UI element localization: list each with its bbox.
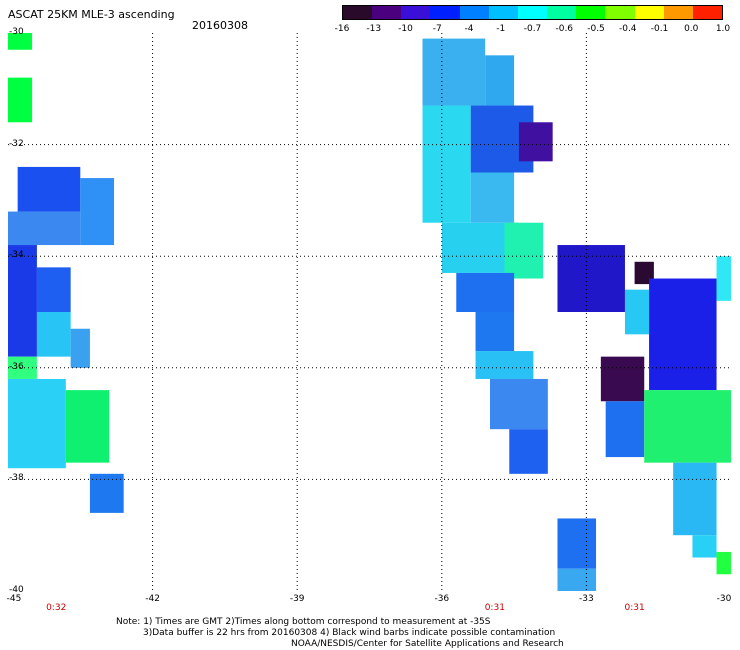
colorbar-label: -10 [398, 24, 413, 34]
colorbar-swatch [430, 6, 460, 19]
colorbar-swatch [459, 6, 489, 19]
wind-swath-cell [89, 473, 124, 513]
wind-swath-cell [8, 356, 37, 379]
wind-swath-cell [557, 245, 625, 312]
wind-swath-cell [509, 429, 548, 474]
wind-swath-cell [600, 356, 645, 402]
wind-swath-cell [475, 351, 534, 379]
colorbar-label: -0.6 [555, 24, 574, 34]
x-axis-label: -30 [716, 594, 732, 604]
colorbar-swatch [343, 6, 373, 19]
colorbar-swatch [547, 6, 577, 19]
colorbar-label: -4 [464, 24, 474, 34]
colorbar-label: -16 [334, 24, 350, 34]
colorbar-labels: -16 -13 -10 -7 -4 -1 -0.7 -0.6 -0.5 -0.4 -0.1 0.0 1.… [335, 24, 731, 38]
colorbar [342, 5, 723, 20]
wind-swath-cell [504, 222, 544, 279]
wind-swath-cell [475, 312, 515, 352]
colorbar-swatch [488, 6, 518, 19]
wind-swath-cell [422, 38, 486, 106]
colorbar-label: -0.4 [618, 24, 637, 34]
colorbar-label: -7 [432, 24, 442, 34]
colorbar-label: -0.1 [650, 24, 669, 34]
wind-swath-cell [456, 272, 515, 312]
wind-swath-cell [557, 568, 597, 591]
x-axis-label: -39 [289, 594, 305, 604]
wind-swath-cell [36, 267, 71, 312]
colorbar-swatch [634, 6, 664, 19]
wind-swath-cell [17, 166, 81, 212]
wind-swath-cell [36, 312, 71, 357]
colorbar-label: -1 [496, 24, 506, 34]
colorbar-label: 1.0 [715, 24, 731, 34]
wind-swath-cell [65, 390, 110, 463]
wind-swath-cell [422, 105, 471, 223]
wind-swath-cell [605, 401, 645, 458]
swath-layer [8, 33, 731, 591]
map-title: ASCAT 25KM MLE-3 ascending [8, 8, 175, 21]
wind-swath-cell [470, 172, 515, 223]
time-label: 0:32 [46, 603, 67, 613]
wind-swath-cell [80, 178, 115, 246]
wind-swath-cell [649, 278, 717, 391]
wind-swath-cell [518, 122, 553, 162]
colorbar-swatch [517, 6, 548, 19]
wind-swath-cell [692, 535, 717, 558]
wind-swath-cell [8, 211, 81, 246]
credit-line: NOAA/NESDIS/Center for Satellite Applica… [291, 639, 564, 649]
y-axis-label: -34 [9, 250, 24, 261]
x-axis-label: -45 [6, 594, 22, 604]
colorbar-swatch [663, 6, 693, 19]
wind-swath-cell [8, 77, 33, 123]
wind-swath-cell [70, 328, 90, 368]
y-axis-label: -40 [9, 585, 24, 595]
wind-swath-cell [624, 289, 650, 335]
time-label: 0:31 [484, 603, 505, 613]
x-axis-label: -42 [145, 594, 160, 604]
wind-swath-cell [644, 390, 731, 463]
y-axis-label: -30 [9, 27, 24, 37]
colorbar-label: 0.0 [684, 24, 699, 34]
colorbar-swatch [605, 6, 635, 19]
wind-swath-cell [716, 551, 731, 575]
wind-swath-cell [557, 518, 597, 569]
note-line-1: Note: 1) Times are GMT 2)Times along bot… [116, 617, 491, 627]
y-axis-label: -36 [9, 361, 24, 372]
wind-swath-cell [485, 55, 515, 106]
time-label: 0:31 [624, 603, 645, 613]
grid-layer [8, 33, 731, 591]
note-line-2: 3)Data buffer is 22 hrs from 20160308 4)… [143, 628, 556, 638]
colorbar-swatch [576, 6, 606, 19]
colorbar-swatch [692, 6, 723, 19]
wind-swath-cell [8, 33, 33, 50]
wind-swath-cell [716, 256, 731, 301]
wind-swath-cell [490, 378, 548, 430]
colorbar-swatch [372, 6, 402, 19]
map-date: 20160308 [192, 19, 248, 32]
wind-swath-cell [8, 245, 37, 357]
map-area [8, 33, 731, 591]
colorbar-label: -0.7 [523, 24, 542, 34]
colorbar-label: -0.5 [587, 24, 605, 34]
colorbar-swatch [401, 6, 431, 19]
y-axis-label: -32 [9, 138, 24, 149]
wind-swath-cell [673, 462, 717, 536]
x-axis-label: -36 [434, 594, 450, 604]
wind-swath-cell [8, 378, 66, 469]
x-axis-label: -33 [579, 594, 594, 604]
colorbar-label: -13 [366, 24, 382, 34]
y-axis-label: -38 [9, 473, 24, 484]
